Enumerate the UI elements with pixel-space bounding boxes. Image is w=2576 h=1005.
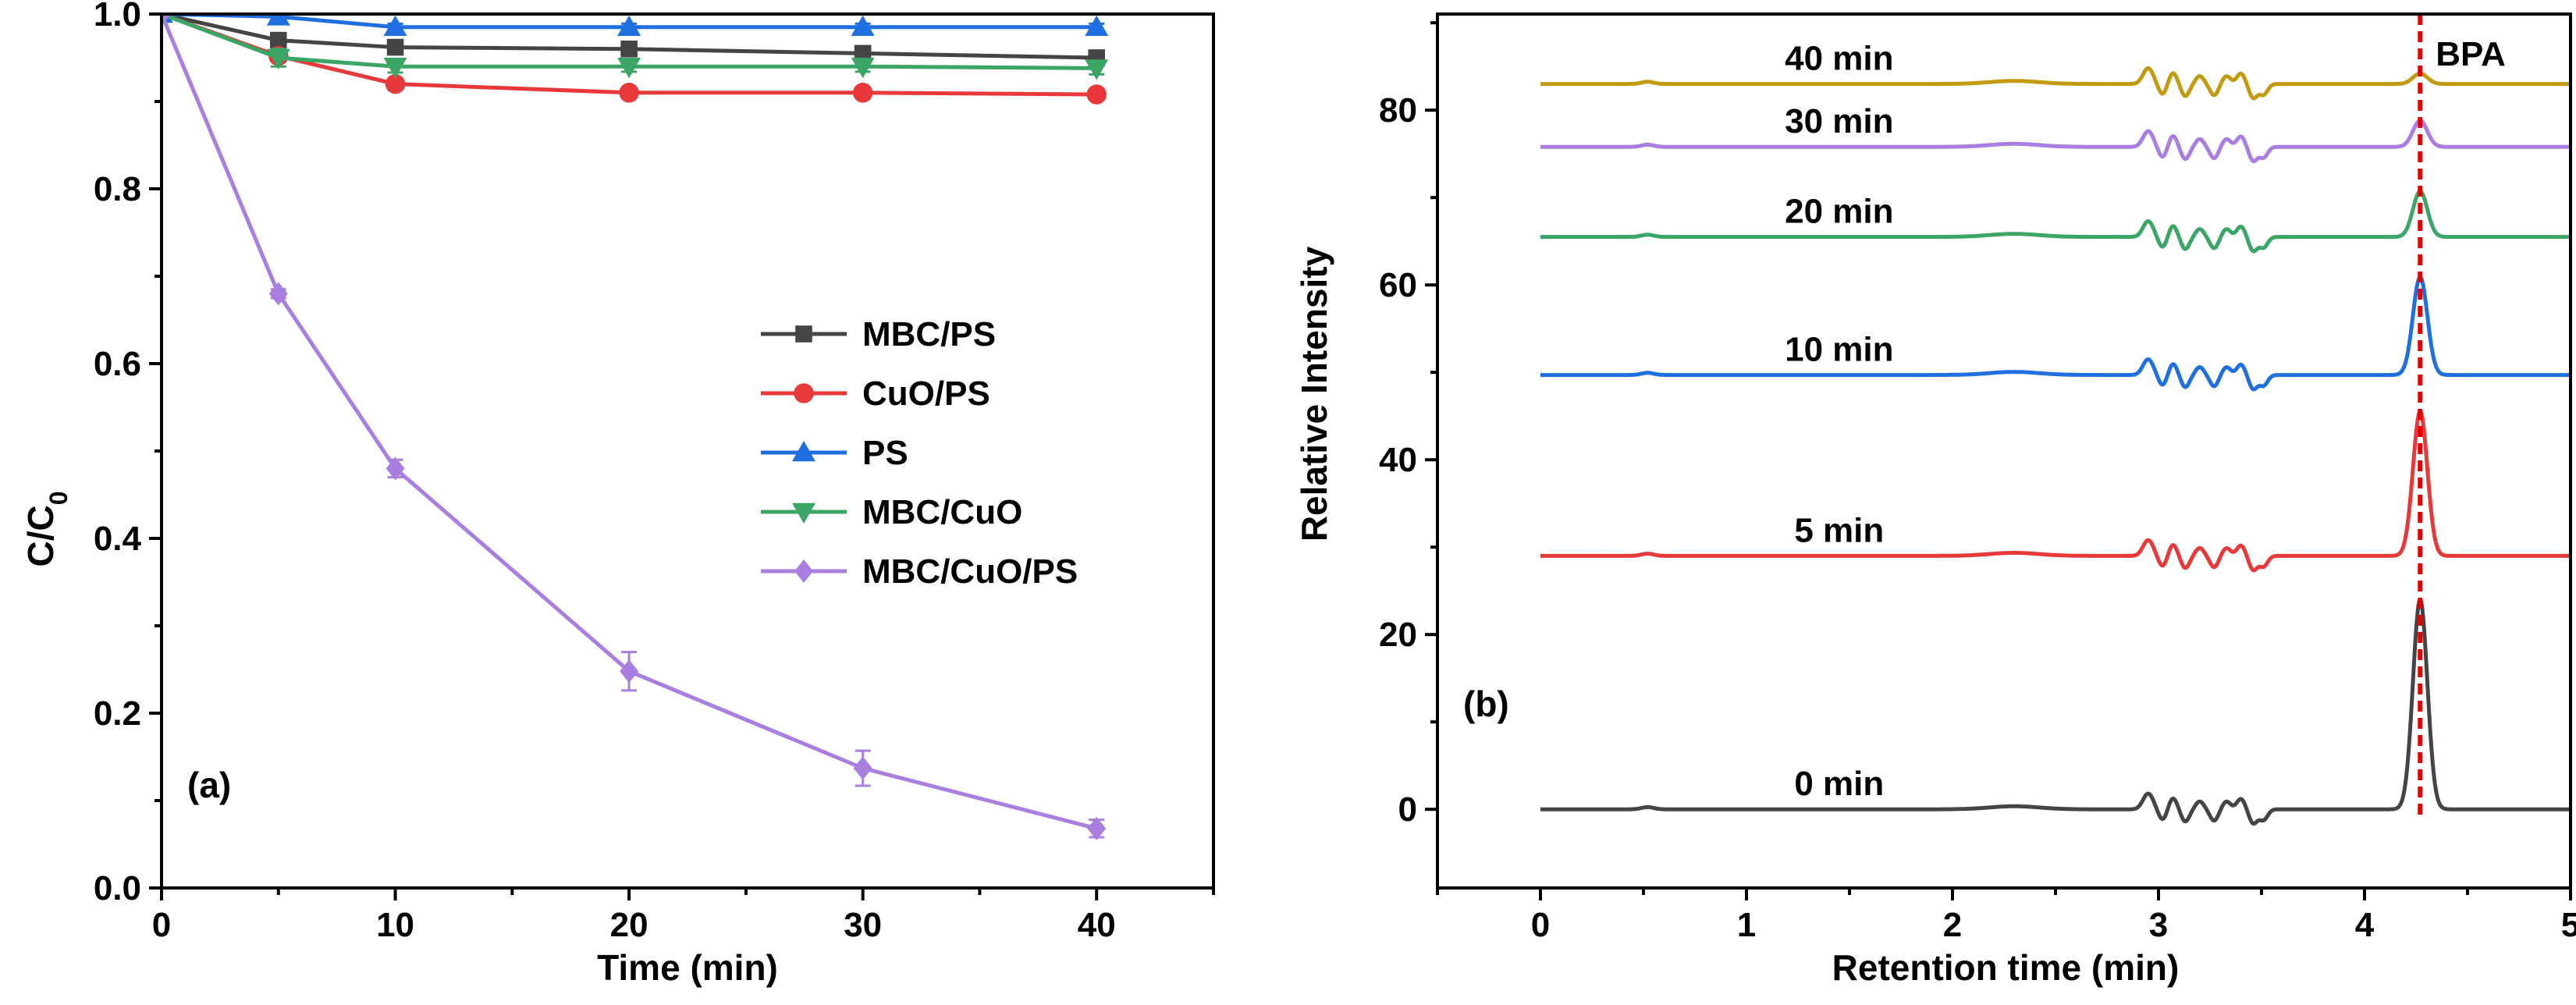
panel-a-y-axis-title-sub: 0 xyxy=(44,491,73,505)
data-point xyxy=(851,15,875,37)
panel-b-ticks: 0 1 2 3 4 5 0 20 40 60 80 xyxy=(1379,21,2576,944)
series-line-mbc-ps xyxy=(162,14,1097,60)
data-point xyxy=(1086,84,1107,105)
panel-b-frame xyxy=(1436,12,2572,890)
data-point xyxy=(269,31,287,49)
panel-b-y-tick-label: 20 xyxy=(1379,616,1417,654)
panel-a: 0 10 20 30 40 0.0 0.2 0.4 0.6 0.8 1.0 (a) Time (mi… xyxy=(20,0,1215,988)
data-point xyxy=(620,659,639,684)
data-point xyxy=(386,456,405,481)
panel-b-label: (b) xyxy=(1463,684,1509,724)
data-point xyxy=(268,282,288,306)
panel-a-x-tick-label: 0 xyxy=(152,906,171,944)
legend-marker-mbc-cuo-ps xyxy=(794,559,813,583)
series-mbc-cuo xyxy=(162,14,1109,80)
data-point xyxy=(619,83,639,103)
panel-b-x-tick-label: 1 xyxy=(1737,906,1756,944)
panel-b-x-axis-title: Retention time (min) xyxy=(1832,947,2180,988)
trace-label-0-min: 0 min xyxy=(1794,765,1884,803)
panel-b-y-tick-label: 60 xyxy=(1379,266,1417,304)
panel-a-series xyxy=(162,14,1109,840)
panel-a-y-axis-title: C/C0 xyxy=(20,491,73,566)
panel-a-ticks: 0 10 20 30 40 0.0 0.2 0.4 0.6 0.8 1.0 xyxy=(94,0,1215,944)
data-point xyxy=(1087,816,1107,840)
data-point xyxy=(854,44,872,62)
legend-label-mbc-cuo: MBC/CuO xyxy=(862,493,1022,531)
trace-label-5-min: 5 min xyxy=(1794,511,1884,549)
trace-5-min xyxy=(1539,410,2571,573)
legend-marker-cuo-ps xyxy=(794,383,814,403)
data-point xyxy=(162,14,171,26)
panel-b-x-tick-label: 4 xyxy=(2355,906,2375,944)
panel-a-y-tick-label: 0.0 xyxy=(94,869,141,907)
trace-30-min xyxy=(1539,119,2571,164)
data-point xyxy=(266,14,290,26)
data-point xyxy=(266,48,290,69)
panel-a-x-tick-label: 40 xyxy=(1078,906,1116,944)
trace-0-min xyxy=(1539,598,2571,826)
trace-label-20-min: 20 min xyxy=(1785,193,1893,231)
trace-label-40-min: 40 min xyxy=(1785,40,1893,78)
panel-a-x-axis-title: Time (min) xyxy=(597,947,778,988)
legend-label-cuo-ps: CuO/PS xyxy=(862,375,990,413)
panel-a-y-tick-label: 0.4 xyxy=(94,520,142,558)
series-mbc-cuo-ps xyxy=(162,14,1107,840)
panel-a-x-tick-label: 20 xyxy=(610,906,648,944)
legend-label-ps: PS xyxy=(862,434,908,472)
series-line-mbc-cuo-ps xyxy=(162,14,1097,831)
trace-10-min xyxy=(1539,275,2571,392)
trace-20-min xyxy=(1539,189,2571,254)
panel-b-x-tick-label: 3 xyxy=(2149,906,2168,944)
panel-a-x-tick-label: 30 xyxy=(844,906,882,944)
legend-label-mbc-ps: MBC/PS xyxy=(862,315,996,353)
series-line-mbc-cuo xyxy=(162,14,1097,70)
data-point xyxy=(852,83,873,103)
data-point xyxy=(617,15,641,37)
panel-b-y-tick-label: 80 xyxy=(1379,91,1417,130)
data-point xyxy=(386,38,404,56)
data-point xyxy=(1085,59,1109,80)
panel-a-label: (a) xyxy=(187,765,231,805)
data-point xyxy=(383,57,407,79)
panel-a-x-tick-label: 10 xyxy=(376,906,414,944)
panel-b-y-tick-label: 0 xyxy=(1398,790,1417,829)
legend-label-mbc-cuo-ps: MBC/CuO/PS xyxy=(862,552,1078,591)
bpa-annotation: BPA xyxy=(2436,35,2506,73)
data-point xyxy=(617,57,641,79)
data-point xyxy=(385,73,406,94)
series-ps xyxy=(162,14,1109,37)
panel-b-trace-labels: 0 min 5 min 10 min 20 min 30 min 40 min BPA xyxy=(1785,35,2506,803)
panel-b-x-tick-label: 2 xyxy=(1943,906,1962,944)
data-point xyxy=(383,15,407,37)
panel-b-y-axis-title: Relative Intensity xyxy=(1294,246,1334,542)
panel-b-series xyxy=(1539,14,2571,826)
panel-a-y-axis-title-main: C/C xyxy=(20,505,61,566)
panel-a-frame xyxy=(160,12,1215,890)
panel-a-y-tick-label: 0.2 xyxy=(94,694,141,733)
trace-40-min xyxy=(1539,66,2571,101)
panel-b: 0 1 2 3 4 5 0 20 40 60 80 (b) Retention time (min)… xyxy=(1294,12,2576,988)
panel-b-x-tick-label: 5 xyxy=(2561,906,2576,944)
panel-a-y-tick-label: 1.0 xyxy=(94,0,141,34)
data-point xyxy=(851,57,875,79)
panel-a-legend: MBC/PS CuO/PS PS MBC/CuO MBC/CuO/PS xyxy=(761,315,1078,591)
panel-b-x-tick-label: 0 xyxy=(1531,906,1550,944)
data-point xyxy=(853,756,872,780)
trace-label-10-min: 10 min xyxy=(1785,331,1893,369)
panel-b-y-tick-label: 40 xyxy=(1379,441,1417,479)
legend-marker-mbc-cuo xyxy=(792,502,815,524)
legend-marker-mbc-ps xyxy=(795,325,812,343)
data-point xyxy=(620,41,638,58)
legend-marker-ps xyxy=(792,441,815,462)
panel-a-y-tick-label: 0.8 xyxy=(94,170,141,208)
series-line-ps xyxy=(162,14,1097,30)
trace-label-30-min: 30 min xyxy=(1785,102,1893,140)
data-point xyxy=(1085,15,1109,37)
panel-a-y-tick-label: 0.6 xyxy=(94,345,141,383)
